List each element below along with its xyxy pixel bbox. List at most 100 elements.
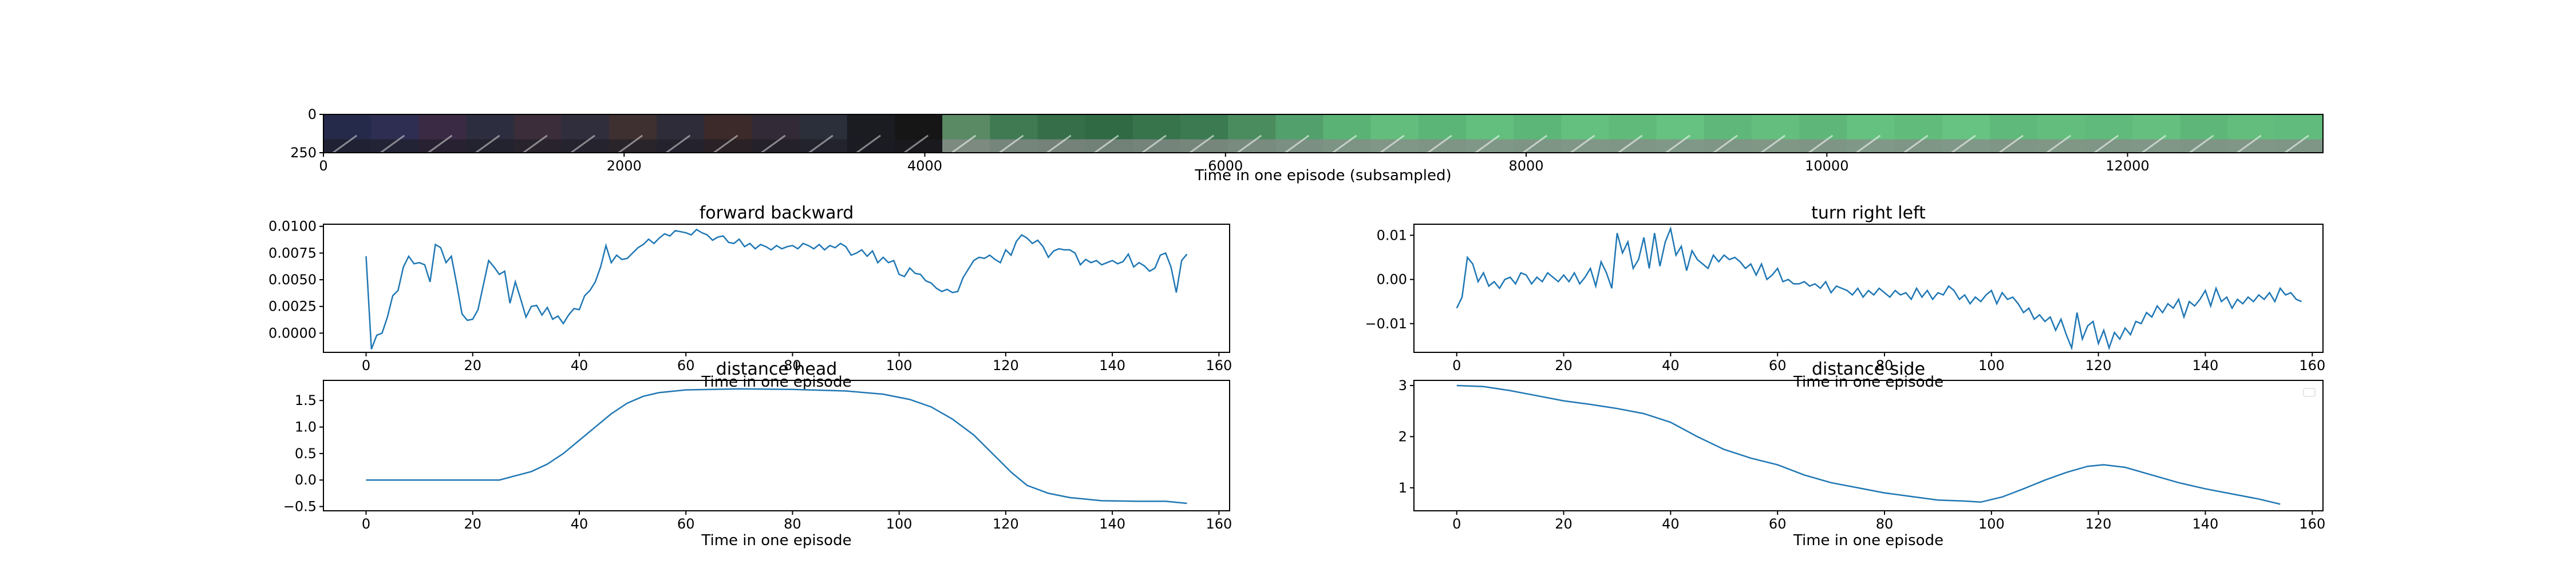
y-tick-label: 0 [308, 106, 317, 122]
frame-strip-x-label: Time in one episode (subsampled) [1194, 167, 1451, 184]
frame-thumbnail-edge [1236, 134, 1262, 154]
forward-backward-x-label: Time in one episode [701, 374, 851, 391]
frame-thumbnail-floor [2275, 139, 2324, 153]
frame-thumbnail-floor [1752, 139, 1800, 153]
frame-thumbnail-floor [1275, 139, 1324, 153]
frame-thumbnail-edge [380, 134, 405, 154]
y-tick-label: 3 [1398, 378, 1407, 394]
y-tick-label: 0.0000 [268, 325, 317, 341]
frame-thumbnail-floor [1704, 139, 1752, 153]
frame-thumbnail-edge [1285, 134, 1310, 154]
frame-thumbnail-edge [523, 134, 548, 154]
frame-thumbnail-edge [1046, 134, 1072, 154]
frame-strip-y-ticks: 0 250 [290, 106, 323, 161]
frame-thumbnail-floor [609, 139, 657, 153]
y-tick-label: 1 [1398, 480, 1407, 496]
x-tick-label: 60 [677, 516, 695, 532]
frame-thumbnail-floor [2132, 139, 2181, 153]
x-tick-label: 80 [1876, 516, 1894, 532]
x-tick-label: 0 [1452, 357, 1461, 374]
forward-backward-title: forward backward [700, 203, 854, 223]
x-tick-label: 12000 [2105, 158, 2149, 174]
frame-thumbnail-edge [2093, 134, 2119, 154]
frame-thumbnail-edge [1618, 134, 1643, 154]
frame-thumbnail-edge [808, 134, 833, 154]
distance-side-y-ticks: 1 2 3 [1398, 378, 1414, 496]
frame-thumbnail-edge [999, 134, 1024, 154]
x-tick-label: 120 [2085, 516, 2112, 532]
distance-side-x-label: Time in one episode [1793, 532, 1943, 549]
x-tick-label: 80 [1876, 357, 1894, 374]
x-tick-label: 140 [1099, 357, 1125, 374]
frame-thumbnail-edge [475, 134, 500, 154]
frame-thumbnail-floor [2085, 139, 2133, 153]
empty-legend-box [2303, 388, 2316, 397]
frame-thumbnail-edge [1808, 134, 1834, 154]
x-tick-label: 6000 [1208, 158, 1243, 174]
x-tick-label: 140 [2192, 516, 2219, 532]
frame-strip-axes [323, 114, 2324, 153]
frame-thumbnail-edge [1665, 134, 1690, 154]
frame-thumbnail-edge [761, 134, 786, 154]
frame-thumbnail-floor [1466, 139, 1514, 153]
frame-thumbnail-floor [323, 139, 372, 153]
forward-backward-x-ticks: 0 20 40 60 80 100 120 140 160 [362, 352, 1232, 374]
frame-thumbnail-floor [1514, 139, 1562, 153]
frame-thumbnail-edge [665, 134, 691, 154]
frame-thumbnail-floor [1799, 139, 1847, 153]
frame-thumbnail-edge [1189, 134, 1215, 154]
frame-thumbnail-floor [1323, 139, 1372, 153]
y-tick-label: 0.5 [295, 446, 317, 462]
frame-thumbnail-floor [1561, 139, 1610, 153]
frame-thumbnail-edge [1522, 134, 1548, 154]
x-tick-label: 0 [362, 516, 370, 532]
x-tick-label: 140 [1099, 516, 1125, 532]
frame-thumbnail-edge [856, 134, 881, 154]
distance-head-series-line [366, 388, 1187, 505]
frame-thumbnail-edge [1475, 134, 1500, 154]
frame-thumbnail-floor [1132, 139, 1181, 153]
x-tick-label: 100 [886, 357, 912, 374]
frame-thumbnail-floor [895, 139, 943, 153]
frame-thumbnail-edge [2237, 134, 2262, 154]
frame-thumbnail-edge [332, 134, 358, 154]
distance-head-x-label: Time in one episode [701, 532, 851, 549]
y-tick-label: 0.0075 [268, 245, 317, 261]
y-tick-label: −0.5 [283, 499, 317, 515]
frame-thumbnail-edge [1856, 134, 1881, 154]
distance-side-x-ticks: 0 20 40 60 80 100 120 140 160 [1452, 511, 2325, 532]
frame-thumbnail-floor [1989, 139, 2038, 153]
frame-thumbnail-edge [570, 134, 595, 154]
frame-thumbnail-floor [561, 139, 610, 153]
frame-thumbnail-edge [713, 134, 738, 154]
frame-thumbnail-floor [657, 139, 705, 153]
y-tick-label: −0.01 [1365, 316, 1407, 332]
x-tick-label: 0 [319, 158, 327, 174]
frame-thumbnail-floor [1418, 139, 1467, 153]
y-tick-label: 1.0 [295, 419, 317, 435]
x-tick-label: 40 [571, 357, 588, 374]
frame-thumbnail-floor [942, 139, 990, 153]
x-tick-label: 20 [464, 516, 481, 532]
frame-thumbnail-floor [704, 139, 753, 153]
x-tick-label: 100 [886, 516, 912, 532]
y-tick-label: 0.0025 [268, 299, 317, 315]
x-tick-label: 40 [571, 516, 588, 532]
frame-thumbnail-edge [428, 134, 453, 154]
x-tick-label: 160 [1206, 357, 1232, 374]
y-tick-label: 0.0100 [268, 219, 317, 235]
turn-right-left-x-ticks: 0 20 40 60 80 100 120 140 160 [1452, 352, 2325, 374]
frame-thumbnail-edge [1951, 134, 1976, 154]
x-tick-label: 160 [2299, 516, 2325, 532]
x-tick-label: 100 [1978, 516, 2005, 532]
frame-thumbnail-edge [903, 134, 929, 154]
frame-thumbnail-edge [2142, 134, 2167, 154]
y-tick-label: 0.00 [1377, 272, 1407, 288]
x-tick-label: 20 [464, 357, 481, 374]
frame-thumbnail-floor [418, 139, 467, 153]
turn-right-left-x-label: Time in one episode [1793, 374, 1943, 391]
y-tick-label: 250 [290, 145, 317, 161]
x-tick-label: 40 [1662, 357, 1680, 374]
x-tick-label: 160 [1206, 516, 1232, 532]
